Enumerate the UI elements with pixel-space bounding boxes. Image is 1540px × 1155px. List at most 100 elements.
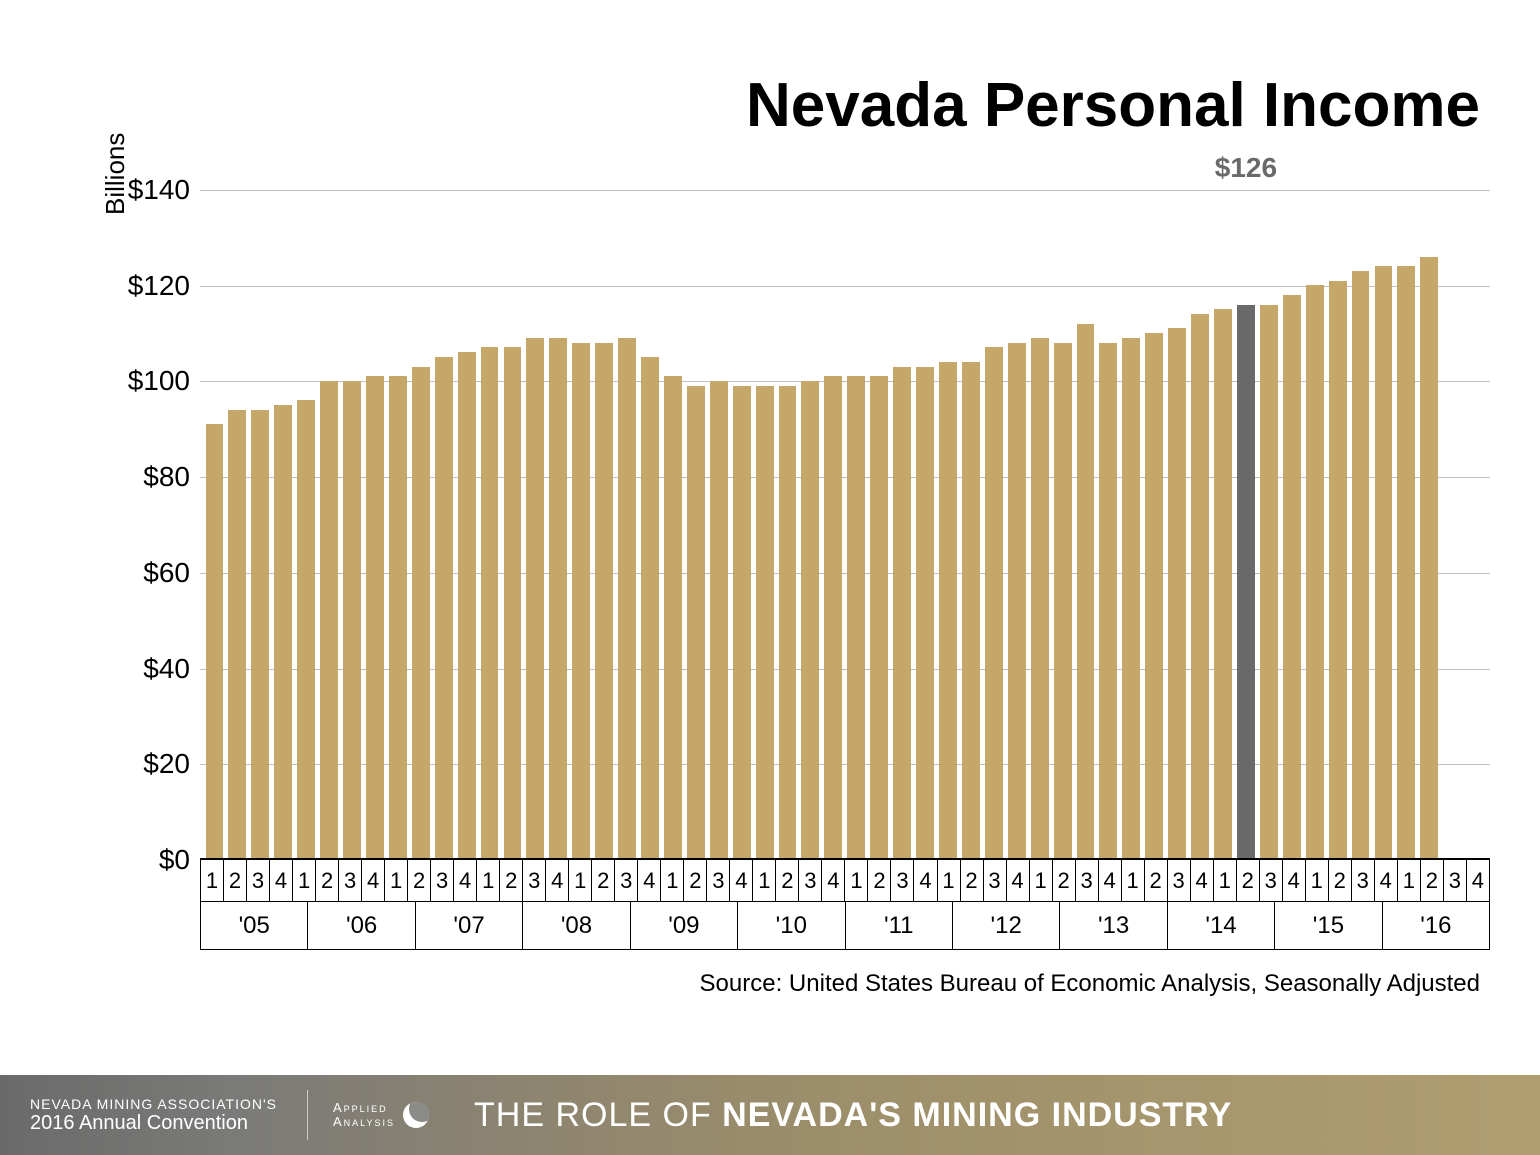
quarter-label: 4	[454, 860, 477, 902]
footer-tagline-bold: NEVADA'S MINING INDUSTRY	[722, 1096, 1232, 1134]
bar-slot	[822, 190, 845, 858]
bar-slot	[593, 190, 616, 858]
bar-slot	[272, 190, 295, 858]
quarter-label: 1	[845, 860, 868, 902]
bar	[1054, 343, 1072, 858]
footer-event: 2016 Annual Convention	[30, 1112, 277, 1135]
applied-analysis-icon	[403, 1102, 429, 1128]
bar-slot	[639, 190, 662, 858]
quarter-label: 2	[316, 860, 339, 902]
bar-slot: $126	[1234, 190, 1257, 858]
quarter-label: 3	[799, 860, 822, 902]
year-label: '15	[1275, 902, 1382, 950]
y-tick-label: $100	[70, 365, 190, 397]
quarter-label: 1	[938, 860, 961, 902]
bar-slot	[661, 190, 684, 858]
bar	[1237, 305, 1255, 858]
bar	[1122, 338, 1140, 858]
quarter-label: 3	[707, 860, 730, 902]
chart-title: Nevada Personal Income	[746, 70, 1480, 141]
footer-org: NEVADA MINING ASSOCIATION'S	[30, 1096, 277, 1112]
quarter-label: 2	[1145, 860, 1168, 902]
year-label: '05	[201, 902, 308, 950]
bar-slot	[684, 190, 707, 858]
quarter-label: 1	[661, 860, 684, 902]
y-tick-label: $40	[70, 653, 190, 685]
quarter-label: 2	[1421, 860, 1444, 902]
year-label: '08	[523, 902, 630, 950]
bar-slot	[363, 190, 386, 858]
bar	[1031, 338, 1049, 858]
quarter-label: 1	[753, 860, 776, 902]
quarter-label: 1	[1306, 860, 1329, 902]
bar	[1397, 266, 1415, 858]
bar	[1191, 314, 1209, 858]
quarter-label: 1	[1030, 860, 1053, 902]
bar	[870, 376, 888, 858]
aa-line2: Analysis	[333, 1115, 395, 1129]
bar-slot	[937, 190, 960, 858]
bar	[343, 381, 361, 858]
bar-slot	[707, 190, 730, 858]
year-label: '12	[953, 902, 1060, 950]
quarter-label: 3	[1444, 860, 1467, 902]
quarter-label: 3	[523, 860, 546, 902]
bar-slot	[868, 190, 891, 858]
quarter-label: 4	[1467, 860, 1490, 902]
bar-slot	[1349, 190, 1372, 858]
bar	[847, 376, 865, 858]
bar-slot	[1395, 190, 1418, 858]
year-label: '16	[1383, 902, 1490, 950]
quarter-label: 2	[868, 860, 891, 902]
bar-slot	[730, 190, 753, 858]
bar	[916, 367, 934, 858]
quarter-label: 2	[684, 860, 707, 902]
quarter-label: 4	[638, 860, 661, 902]
quarter-label: 2	[1329, 860, 1352, 902]
plot-area: $126	[200, 190, 1490, 860]
highlight-label: $126	[1215, 152, 1277, 184]
quarter-label: 3	[1168, 860, 1191, 902]
bar	[595, 343, 613, 858]
quarter-label: 2	[408, 860, 431, 902]
bar	[962, 362, 980, 858]
quarter-label: 3	[615, 860, 638, 902]
quarter-label: 3	[984, 860, 1007, 902]
y-axis-labels: $0$20$40$60$80$100$120$140	[70, 190, 190, 860]
footer-tagline-prefix: THE ROLE OF	[474, 1096, 722, 1134]
footer: NEVADA MINING ASSOCIATION'S 2016 Annual …	[0, 1075, 1540, 1155]
quarter-label: 2	[500, 860, 523, 902]
bar-slot	[386, 190, 409, 858]
bar-slot	[616, 190, 639, 858]
year-label: '14	[1168, 902, 1275, 950]
quarter-label: 1	[201, 860, 224, 902]
y-tick-label: $140	[70, 174, 190, 206]
bar	[1260, 305, 1278, 858]
bar-slot	[914, 190, 937, 858]
bar-slot	[1143, 190, 1166, 858]
bar-slot	[776, 190, 799, 858]
quarter-label: 4	[730, 860, 753, 902]
bar-slot	[891, 190, 914, 858]
bar-slot	[501, 190, 524, 858]
bar	[618, 338, 636, 858]
bar-slot	[1005, 190, 1028, 858]
bar	[366, 376, 384, 858]
quarter-label: 2	[224, 860, 247, 902]
applied-analysis-text: Applied Analysis	[333, 1101, 395, 1130]
quarter-label: 2	[1053, 860, 1076, 902]
bar	[206, 424, 224, 858]
year-label: '13	[1060, 902, 1167, 950]
bar	[251, 410, 269, 859]
bar	[1168, 328, 1186, 858]
bar	[710, 381, 728, 858]
bar-slot	[1166, 190, 1189, 858]
chart-area: Billions $0$20$40$60$80$100$120$140 $126…	[70, 190, 1490, 950]
bar	[412, 367, 430, 858]
bar-slot	[982, 190, 1005, 858]
bar	[779, 386, 797, 858]
bar-slot	[1074, 190, 1097, 858]
bar	[1145, 333, 1163, 858]
bar-slot	[1028, 190, 1051, 858]
bar	[1077, 324, 1095, 858]
